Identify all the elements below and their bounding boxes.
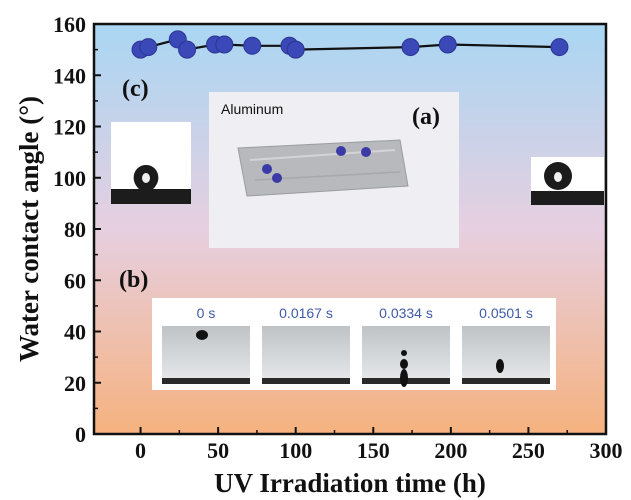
- droplet-photo-left: [111, 122, 191, 204]
- frame-time-label: 0 s: [197, 305, 216, 321]
- frame-substrate: [462, 378, 550, 384]
- x-tick-label: 200: [434, 438, 467, 463]
- data-point: [550, 38, 569, 57]
- droplet: [262, 164, 272, 174]
- x-axis: 0 50 100 150 200 250 300: [135, 427, 623, 463]
- inset-b: (b) 0 s 0.0167 s 0.0334 s 0.0501 s: [119, 267, 556, 390]
- y-tick-label: 80: [64, 217, 86, 242]
- y-tick-label: 20: [64, 371, 86, 396]
- data-point: [139, 38, 158, 57]
- bounce-frame: [462, 326, 550, 384]
- y-axis: 0 20 40 60 80 100 120 140 160: [53, 12, 101, 447]
- x-tick-label: 250: [512, 438, 545, 463]
- droplet: [400, 359, 408, 369]
- inset-c-label: (c): [122, 76, 149, 102]
- data-point: [401, 38, 420, 57]
- x-tick-label: 100: [279, 438, 312, 463]
- x-tick-label: 0: [135, 438, 146, 463]
- data-point: [178, 40, 197, 59]
- data-point: [215, 35, 234, 54]
- droplet: [336, 146, 346, 156]
- bounce-frame: [262, 326, 350, 384]
- y-tick-label: 120: [53, 115, 86, 140]
- inset-b-label: (b): [119, 267, 148, 293]
- inset-c: (c): [111, 76, 604, 205]
- y-tick-label: 0: [75, 422, 86, 447]
- x-tick-label: 50: [207, 438, 229, 463]
- data-point: [286, 40, 305, 59]
- frame-time-label: 0.0501 s: [479, 305, 533, 321]
- y-tick-label: 100: [53, 166, 86, 191]
- y-axis-label: Water contact angle (°): [14, 96, 44, 362]
- x-tick-label: 300: [590, 438, 623, 463]
- y-tick-label: 60: [64, 268, 86, 293]
- data-point: [438, 35, 457, 54]
- frame-substrate: [162, 378, 250, 384]
- droplet: [400, 369, 408, 387]
- droplet: [496, 359, 504, 373]
- x-axis-label: UV Irradiation time (h): [214, 468, 486, 498]
- y-tick-label: 140: [53, 63, 86, 88]
- droplet: [361, 147, 371, 157]
- y-tick-label: 40: [64, 320, 86, 345]
- inset-a: Aluminum (a): [209, 92, 459, 248]
- data-points: [131, 30, 569, 59]
- data-point: [243, 36, 262, 55]
- frame-time-label: 0.0167 s: [279, 305, 333, 321]
- droplet-photo-right: [531, 157, 604, 205]
- y-tick-label: 160: [53, 12, 86, 37]
- droplet: [401, 350, 407, 356]
- frame-time-label: 0.0334 s: [379, 305, 433, 321]
- inset-a-label: (a): [412, 104, 440, 130]
- droplet: [272, 173, 282, 183]
- droplet: [196, 330, 208, 340]
- frame-substrate: [262, 378, 350, 384]
- x-tick-label: 150: [357, 438, 390, 463]
- inset-a-title: Aluminum: [221, 101, 283, 117]
